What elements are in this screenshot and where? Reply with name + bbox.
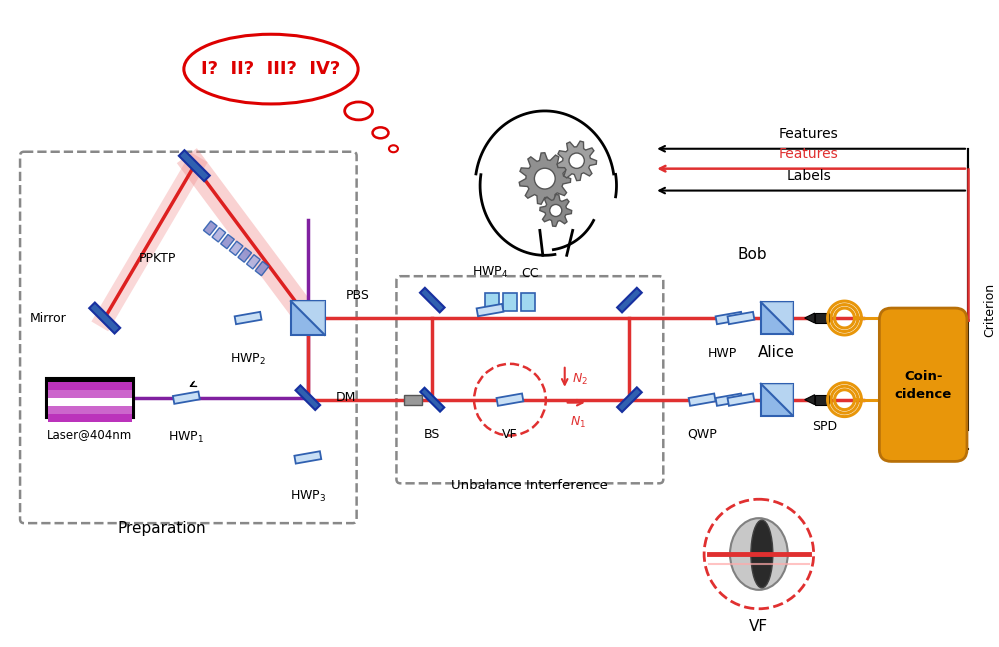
Text: $N_2$: $N_2$ (571, 372, 587, 388)
Bar (814, 313, 828, 323)
Polygon shape (477, 304, 503, 316)
Polygon shape (247, 255, 260, 269)
Text: HWP$_3$: HWP$_3$ (290, 489, 326, 505)
Ellipse shape (184, 34, 358, 104)
Bar (46, 378, 134, 417)
Polygon shape (291, 301, 325, 335)
Text: I?  II?  III?  IV?: I? II? III? IV? (202, 60, 341, 78)
Polygon shape (420, 288, 445, 313)
Text: HWP$_2$: HWP$_2$ (230, 352, 266, 367)
Bar (48, 389, 132, 398)
Ellipse shape (345, 102, 373, 120)
Text: PBS: PBS (346, 289, 370, 302)
Circle shape (569, 153, 584, 168)
Bar (48, 413, 132, 422)
Text: VF: VF (502, 428, 517, 441)
Text: PPKTP: PPKTP (139, 252, 177, 265)
Polygon shape (291, 301, 325, 335)
Text: $N_1$: $N_1$ (569, 415, 585, 430)
Polygon shape (761, 302, 793, 334)
Polygon shape (761, 384, 793, 415)
Polygon shape (235, 312, 262, 324)
Ellipse shape (373, 127, 389, 138)
Polygon shape (173, 391, 200, 404)
Polygon shape (617, 388, 641, 412)
Text: Coin-: Coin- (904, 370, 942, 383)
Text: DM: DM (336, 391, 356, 404)
Text: Labels: Labels (786, 169, 831, 182)
Text: Bob: Bob (737, 247, 766, 262)
Polygon shape (204, 221, 217, 236)
Circle shape (534, 168, 555, 189)
Polygon shape (761, 302, 793, 334)
Ellipse shape (730, 518, 788, 590)
Polygon shape (804, 313, 814, 323)
Polygon shape (179, 150, 210, 181)
Circle shape (549, 204, 561, 217)
Bar (814, 395, 828, 404)
Bar (486, 293, 500, 311)
Polygon shape (519, 153, 570, 204)
Polygon shape (688, 393, 715, 406)
Polygon shape (539, 195, 571, 226)
Polygon shape (296, 386, 320, 410)
Text: Features: Features (779, 147, 838, 160)
Polygon shape (557, 141, 596, 181)
Text: Preparation: Preparation (117, 521, 206, 536)
Bar (405, 395, 423, 404)
Text: Unbalance Interference: Unbalance Interference (452, 479, 608, 492)
Text: Criterion: Criterion (983, 283, 996, 337)
Text: cidence: cidence (894, 388, 952, 401)
FancyBboxPatch shape (879, 308, 967, 461)
Polygon shape (212, 228, 226, 242)
Text: HWP$_1$: HWP$_1$ (168, 430, 205, 444)
Text: SPD: SPD (812, 420, 837, 433)
Text: Mirror: Mirror (30, 311, 67, 325)
Text: Laser@404nm: Laser@404nm (47, 428, 133, 441)
Polygon shape (238, 248, 252, 262)
Text: CC: CC (521, 267, 538, 280)
Text: BS: BS (425, 428, 441, 441)
Polygon shape (89, 303, 120, 333)
Ellipse shape (389, 146, 398, 152)
Text: Features: Features (779, 127, 838, 141)
Text: Alice: Alice (758, 345, 795, 360)
Polygon shape (727, 393, 754, 406)
Polygon shape (221, 234, 235, 248)
Bar (520, 293, 534, 311)
Bar (48, 406, 132, 413)
Bar (502, 293, 516, 311)
Polygon shape (497, 393, 523, 406)
Text: HWP$_4$: HWP$_4$ (472, 265, 508, 280)
Polygon shape (295, 451, 322, 464)
Bar (48, 398, 132, 406)
Text: VF: VF (749, 619, 768, 633)
Ellipse shape (751, 520, 773, 588)
Polygon shape (804, 395, 814, 404)
Text: QWP: QWP (687, 428, 717, 441)
Polygon shape (617, 288, 641, 313)
Polygon shape (715, 312, 742, 324)
Polygon shape (421, 388, 445, 411)
Bar (48, 382, 132, 389)
Polygon shape (255, 261, 269, 276)
Polygon shape (761, 384, 793, 415)
Polygon shape (715, 393, 742, 406)
Polygon shape (727, 312, 754, 324)
Text: HWP: HWP (707, 347, 736, 360)
Polygon shape (230, 241, 243, 256)
